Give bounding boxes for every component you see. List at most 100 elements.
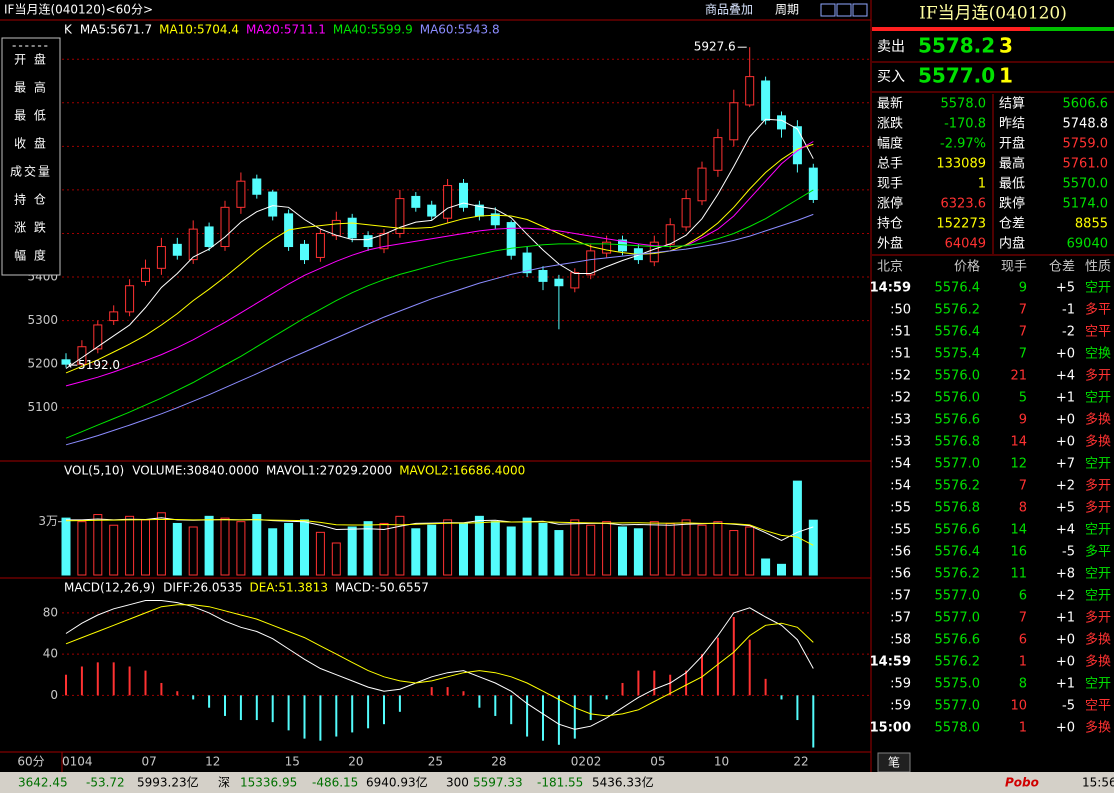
legend-label: MACD(12,26,9)	[64, 581, 155, 595]
quote-value: 8855	[1075, 217, 1108, 232]
trade-price: 5578.0	[935, 721, 981, 736]
status-item: 300	[446, 776, 469, 790]
trade-time: :57	[890, 611, 911, 626]
column-header: 现手	[1001, 260, 1027, 275]
candle-body	[300, 243, 309, 261]
x-tick-label: 10	[714, 755, 729, 769]
trade-time: :53	[890, 413, 911, 428]
candle-body	[665, 224, 675, 245]
trade-price: 5575.0	[935, 677, 981, 692]
tab-label[interactable]: 笔	[888, 755, 900, 770]
volume-bar	[586, 524, 596, 576]
candle-body	[713, 137, 723, 171]
trade-time: 14:59	[870, 281, 911, 296]
status-items: 3642.45 -53.72 5993.23亿 深 15336.95 -486.15 694…	[18, 775, 1114, 790]
status-item: -486.15	[312, 776, 358, 790]
book-volume: 1	[999, 64, 1013, 88]
legend-entry: MA5:5671.7	[80, 23, 152, 37]
candle-body	[347, 217, 357, 239]
trade-change: +7	[1056, 457, 1075, 472]
trade-nature: 空平	[1085, 699, 1111, 714]
candle-body	[792, 126, 802, 165]
volume-bar	[538, 522, 548, 576]
quote-value: 5759.0	[1063, 137, 1109, 152]
quote-label: 昨结	[999, 117, 1025, 132]
trade-volume: 6	[1019, 589, 1027, 604]
volume-bar	[522, 517, 532, 576]
trade-volume: 9	[1019, 413, 1027, 428]
volume-bar	[220, 517, 230, 576]
trade-nature: 空开	[1085, 281, 1111, 296]
trade-price: 5576.4	[935, 325, 981, 340]
quote-label: 最低	[999, 177, 1025, 192]
trade-change: -1	[1062, 303, 1075, 318]
volume-bar	[808, 519, 818, 576]
quote-label: 持仓	[877, 217, 903, 232]
trade-time: :56	[890, 567, 911, 582]
candle-body	[109, 311, 119, 322]
trade-volume: 6	[1019, 633, 1027, 648]
status-item: Pobo	[1005, 776, 1039, 790]
x-tick-label: 28	[491, 755, 506, 769]
quote-value: 5761.0	[1063, 157, 1109, 172]
y-tick-label: 3万	[38, 514, 58, 528]
volume-bar	[792, 480, 802, 576]
indicator-line	[65, 141, 814, 387]
y-tick-label: 80	[43, 605, 58, 619]
quote-label: 最高	[999, 156, 1025, 172]
candle-body	[681, 198, 691, 228]
trade-volume: 7	[1019, 479, 1027, 494]
status-bar	[0, 772, 1114, 793]
trade-price: 5576.6	[935, 523, 981, 538]
x-tick-label: 25	[428, 755, 443, 769]
nav-button[interactable]	[852, 3, 868, 17]
volume-bar	[331, 542, 341, 576]
trade-time: :59	[890, 699, 911, 714]
candle-body	[506, 222, 516, 256]
indicator-line	[65, 143, 814, 374]
info-label: 持 仓	[14, 192, 48, 207]
indicator-line	[65, 213, 814, 446]
quote-label: 最新	[877, 96, 903, 112]
quote-label: 开盘	[999, 136, 1025, 152]
info-label: ------	[12, 39, 50, 53]
candle-body	[761, 80, 771, 121]
trade-price: 5577.0	[935, 611, 981, 626]
trade-price: 5576.4	[935, 281, 981, 296]
status-item: 15:56	[1082, 776, 1114, 790]
status-item: 5597.33	[473, 776, 523, 790]
annotation: 5927.6	[694, 40, 736, 54]
trade-volume: 1	[1019, 721, 1027, 736]
trade-change: +8	[1056, 567, 1075, 582]
volume-bar	[379, 522, 389, 576]
volume-bar	[443, 519, 453, 576]
trade-time: :58	[890, 633, 911, 648]
candle-body	[395, 198, 405, 234]
column-header: 性质	[1085, 260, 1111, 275]
trade-volume: 7	[1019, 611, 1027, 626]
x-tick-label: 15	[285, 755, 300, 769]
nav-button[interactable]	[820, 3, 836, 17]
trade-price: 5576.0	[935, 391, 981, 406]
ratio-bar-red	[872, 27, 1030, 31]
overlay-button[interactable]: 商品叠加	[705, 2, 753, 17]
info-box-frame	[1, 37, 61, 276]
period-button[interactable]: 周期	[775, 3, 799, 17]
candle-body	[522, 252, 532, 274]
quote-value: 5578.0	[941, 97, 987, 112]
trade-nature: 多开	[1085, 500, 1111, 516]
quote-value: 1	[978, 177, 986, 192]
quote-label: 涨跌	[877, 116, 903, 132]
trade-nature: 多平	[1085, 302, 1111, 318]
info-label: 最 低	[14, 109, 48, 123]
quote-label: 幅度	[877, 136, 903, 152]
trade-time: :54	[890, 479, 911, 494]
trade-change: +4	[1056, 369, 1075, 384]
trade-change: +0	[1056, 633, 1075, 648]
trade-volume: 1	[1019, 655, 1027, 670]
quote-value: 152273	[936, 217, 986, 232]
volume-bar	[284, 522, 294, 576]
volume-bar	[745, 526, 755, 576]
nav-button[interactable]	[836, 3, 852, 17]
